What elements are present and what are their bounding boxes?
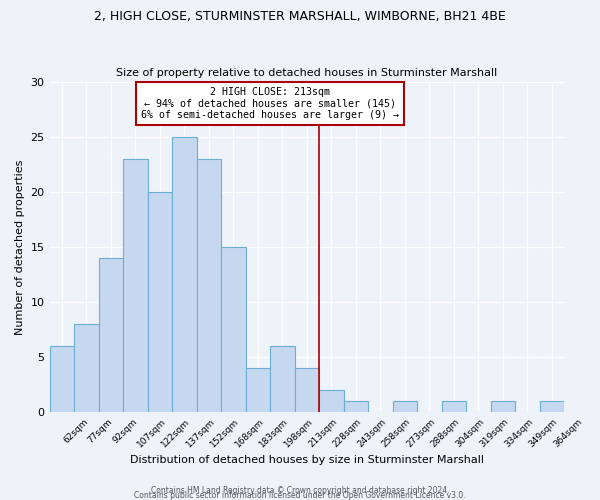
Bar [197,159,221,412]
Bar [245,368,270,412]
Bar [74,324,98,412]
Bar [295,368,319,412]
Text: Contains HM Land Registry data © Crown copyright and database right 2024.: Contains HM Land Registry data © Crown c… [151,486,449,495]
Bar [123,159,148,412]
X-axis label: Distribution of detached houses by size in Sturminster Marshall: Distribution of detached houses by size … [130,455,484,465]
Bar [270,346,295,412]
Title: Size of property relative to detached houses in Sturminster Marshall: Size of property relative to detached ho… [116,68,497,78]
Bar [442,402,466,412]
Bar [221,247,245,412]
Bar [344,402,368,412]
Text: Contains public sector information licensed under the Open Government Licence v3: Contains public sector information licen… [134,491,466,500]
Bar [50,346,74,412]
Text: 2, HIGH CLOSE, STURMINSTER MARSHALL, WIMBORNE, BH21 4BE: 2, HIGH CLOSE, STURMINSTER MARSHALL, WIM… [94,10,506,23]
Bar [539,402,564,412]
Bar [319,390,344,412]
Bar [172,136,197,412]
Bar [98,258,123,412]
Text: 2 HIGH CLOSE: 213sqm
← 94% of detached houses are smaller (145)
6% of semi-detac: 2 HIGH CLOSE: 213sqm ← 94% of detached h… [141,87,399,120]
Bar [392,402,417,412]
Bar [491,402,515,412]
Bar [148,192,172,412]
Y-axis label: Number of detached properties: Number of detached properties [15,160,25,334]
